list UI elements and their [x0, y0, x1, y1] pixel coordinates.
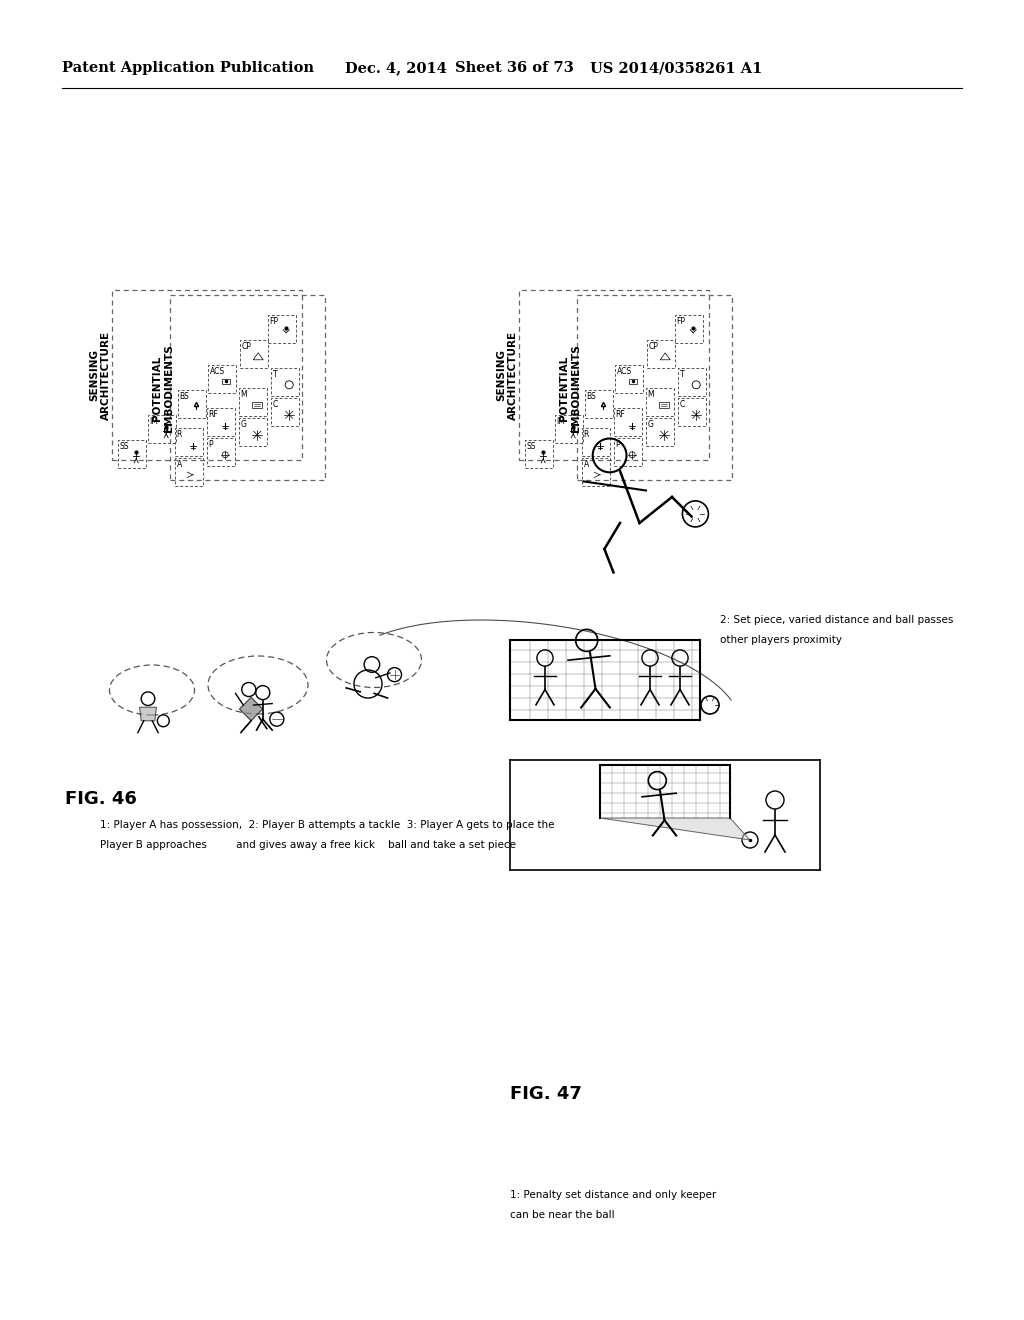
Text: BS: BS — [587, 392, 596, 401]
Bar — [178, 389, 206, 418]
Text: US 2014/0358261 A1: US 2014/0358261 A1 — [590, 61, 763, 75]
Text: T: T — [272, 370, 278, 379]
Text: A: A — [584, 459, 589, 469]
Bar — [207, 438, 234, 466]
Bar — [614, 408, 642, 436]
Bar — [582, 428, 610, 455]
Bar — [175, 458, 203, 486]
Text: Patent Application Publication: Patent Application Publication — [62, 61, 314, 75]
Text: Dec. 4, 2014: Dec. 4, 2014 — [345, 61, 446, 75]
Bar — [659, 401, 670, 408]
Bar — [271, 399, 299, 426]
Bar — [646, 418, 674, 446]
Bar — [118, 440, 146, 469]
Bar — [585, 389, 613, 418]
Text: Player B approaches         and gives away a free kick    ball and take a set pi: Player B approaches and gives away a fre… — [100, 840, 516, 850]
Text: M: M — [241, 389, 247, 399]
Text: FP: FP — [269, 317, 279, 326]
Text: FP: FP — [677, 317, 685, 326]
Text: BS: BS — [179, 392, 189, 401]
Bar — [207, 408, 234, 436]
Text: SENSING
ARCHITECTURE: SENSING ARCHITECTURE — [89, 330, 111, 420]
Text: can be near the ball: can be near the ball — [510, 1210, 614, 1220]
Bar — [175, 428, 203, 455]
Polygon shape — [240, 697, 263, 721]
Polygon shape — [600, 818, 750, 840]
Text: Sheet 36 of 73: Sheet 36 of 73 — [455, 61, 573, 75]
Bar — [555, 414, 583, 444]
Text: SENSING
ARCHITECTURE: SENSING ARCHITECTURE — [497, 330, 518, 420]
Text: POTENTIAL
EMBODIMENTS: POTENTIAL EMBODIMENTS — [153, 345, 174, 432]
Bar — [222, 379, 230, 384]
Bar — [208, 366, 236, 393]
Text: M: M — [647, 389, 654, 399]
Text: ACS: ACS — [210, 367, 224, 376]
Bar — [614, 438, 642, 466]
Text: R: R — [584, 430, 589, 440]
Bar — [646, 388, 674, 416]
Text: 2: Set piece, varied distance and ball passes: 2: Set piece, varied distance and ball p… — [720, 615, 953, 624]
Text: P: P — [209, 440, 213, 449]
Bar — [519, 290, 709, 459]
Text: IM: IM — [556, 417, 565, 426]
Bar — [112, 290, 302, 459]
Text: SS: SS — [526, 442, 536, 451]
Text: T: T — [680, 370, 684, 379]
Polygon shape — [139, 708, 157, 721]
Text: IM: IM — [150, 417, 159, 426]
Text: POTENTIAL
EMBODIMENTS: POTENTIAL EMBODIMENTS — [559, 345, 581, 432]
Text: CP: CP — [242, 342, 251, 351]
Bar — [629, 379, 637, 384]
Bar — [577, 294, 732, 480]
Text: 1: Player A has possession,  2: Player B attempts a tackle  3: Player A gets to : 1: Player A has possession, 2: Player B … — [100, 820, 555, 830]
Text: FIG. 47: FIG. 47 — [510, 1085, 582, 1104]
Bar — [271, 368, 299, 396]
Bar — [148, 414, 176, 444]
Bar — [615, 366, 643, 393]
Text: 1: Penalty set distance and only keeper: 1: Penalty set distance and only keeper — [510, 1191, 716, 1200]
Text: RF: RF — [615, 411, 626, 418]
Bar — [678, 399, 706, 426]
Bar — [240, 341, 268, 368]
Bar — [525, 440, 553, 469]
Text: SS: SS — [120, 442, 129, 451]
Text: other players proximity: other players proximity — [720, 635, 842, 645]
Bar — [678, 368, 706, 396]
Text: G: G — [647, 420, 653, 429]
Bar — [170, 294, 325, 480]
Text: A: A — [176, 459, 181, 469]
Text: FIG. 46: FIG. 46 — [65, 789, 137, 808]
Bar — [582, 458, 610, 486]
Bar — [252, 401, 262, 408]
Bar — [268, 315, 296, 343]
Text: R: R — [176, 430, 182, 440]
Bar — [675, 315, 703, 343]
Text: G: G — [241, 420, 247, 429]
Bar — [239, 418, 267, 446]
Bar — [647, 341, 675, 368]
Text: ACS: ACS — [616, 367, 632, 376]
Text: C: C — [680, 400, 685, 409]
Text: C: C — [272, 400, 278, 409]
Text: RF: RF — [209, 411, 218, 418]
Bar — [239, 388, 267, 416]
Text: P: P — [615, 440, 621, 449]
Text: CP: CP — [648, 342, 658, 351]
